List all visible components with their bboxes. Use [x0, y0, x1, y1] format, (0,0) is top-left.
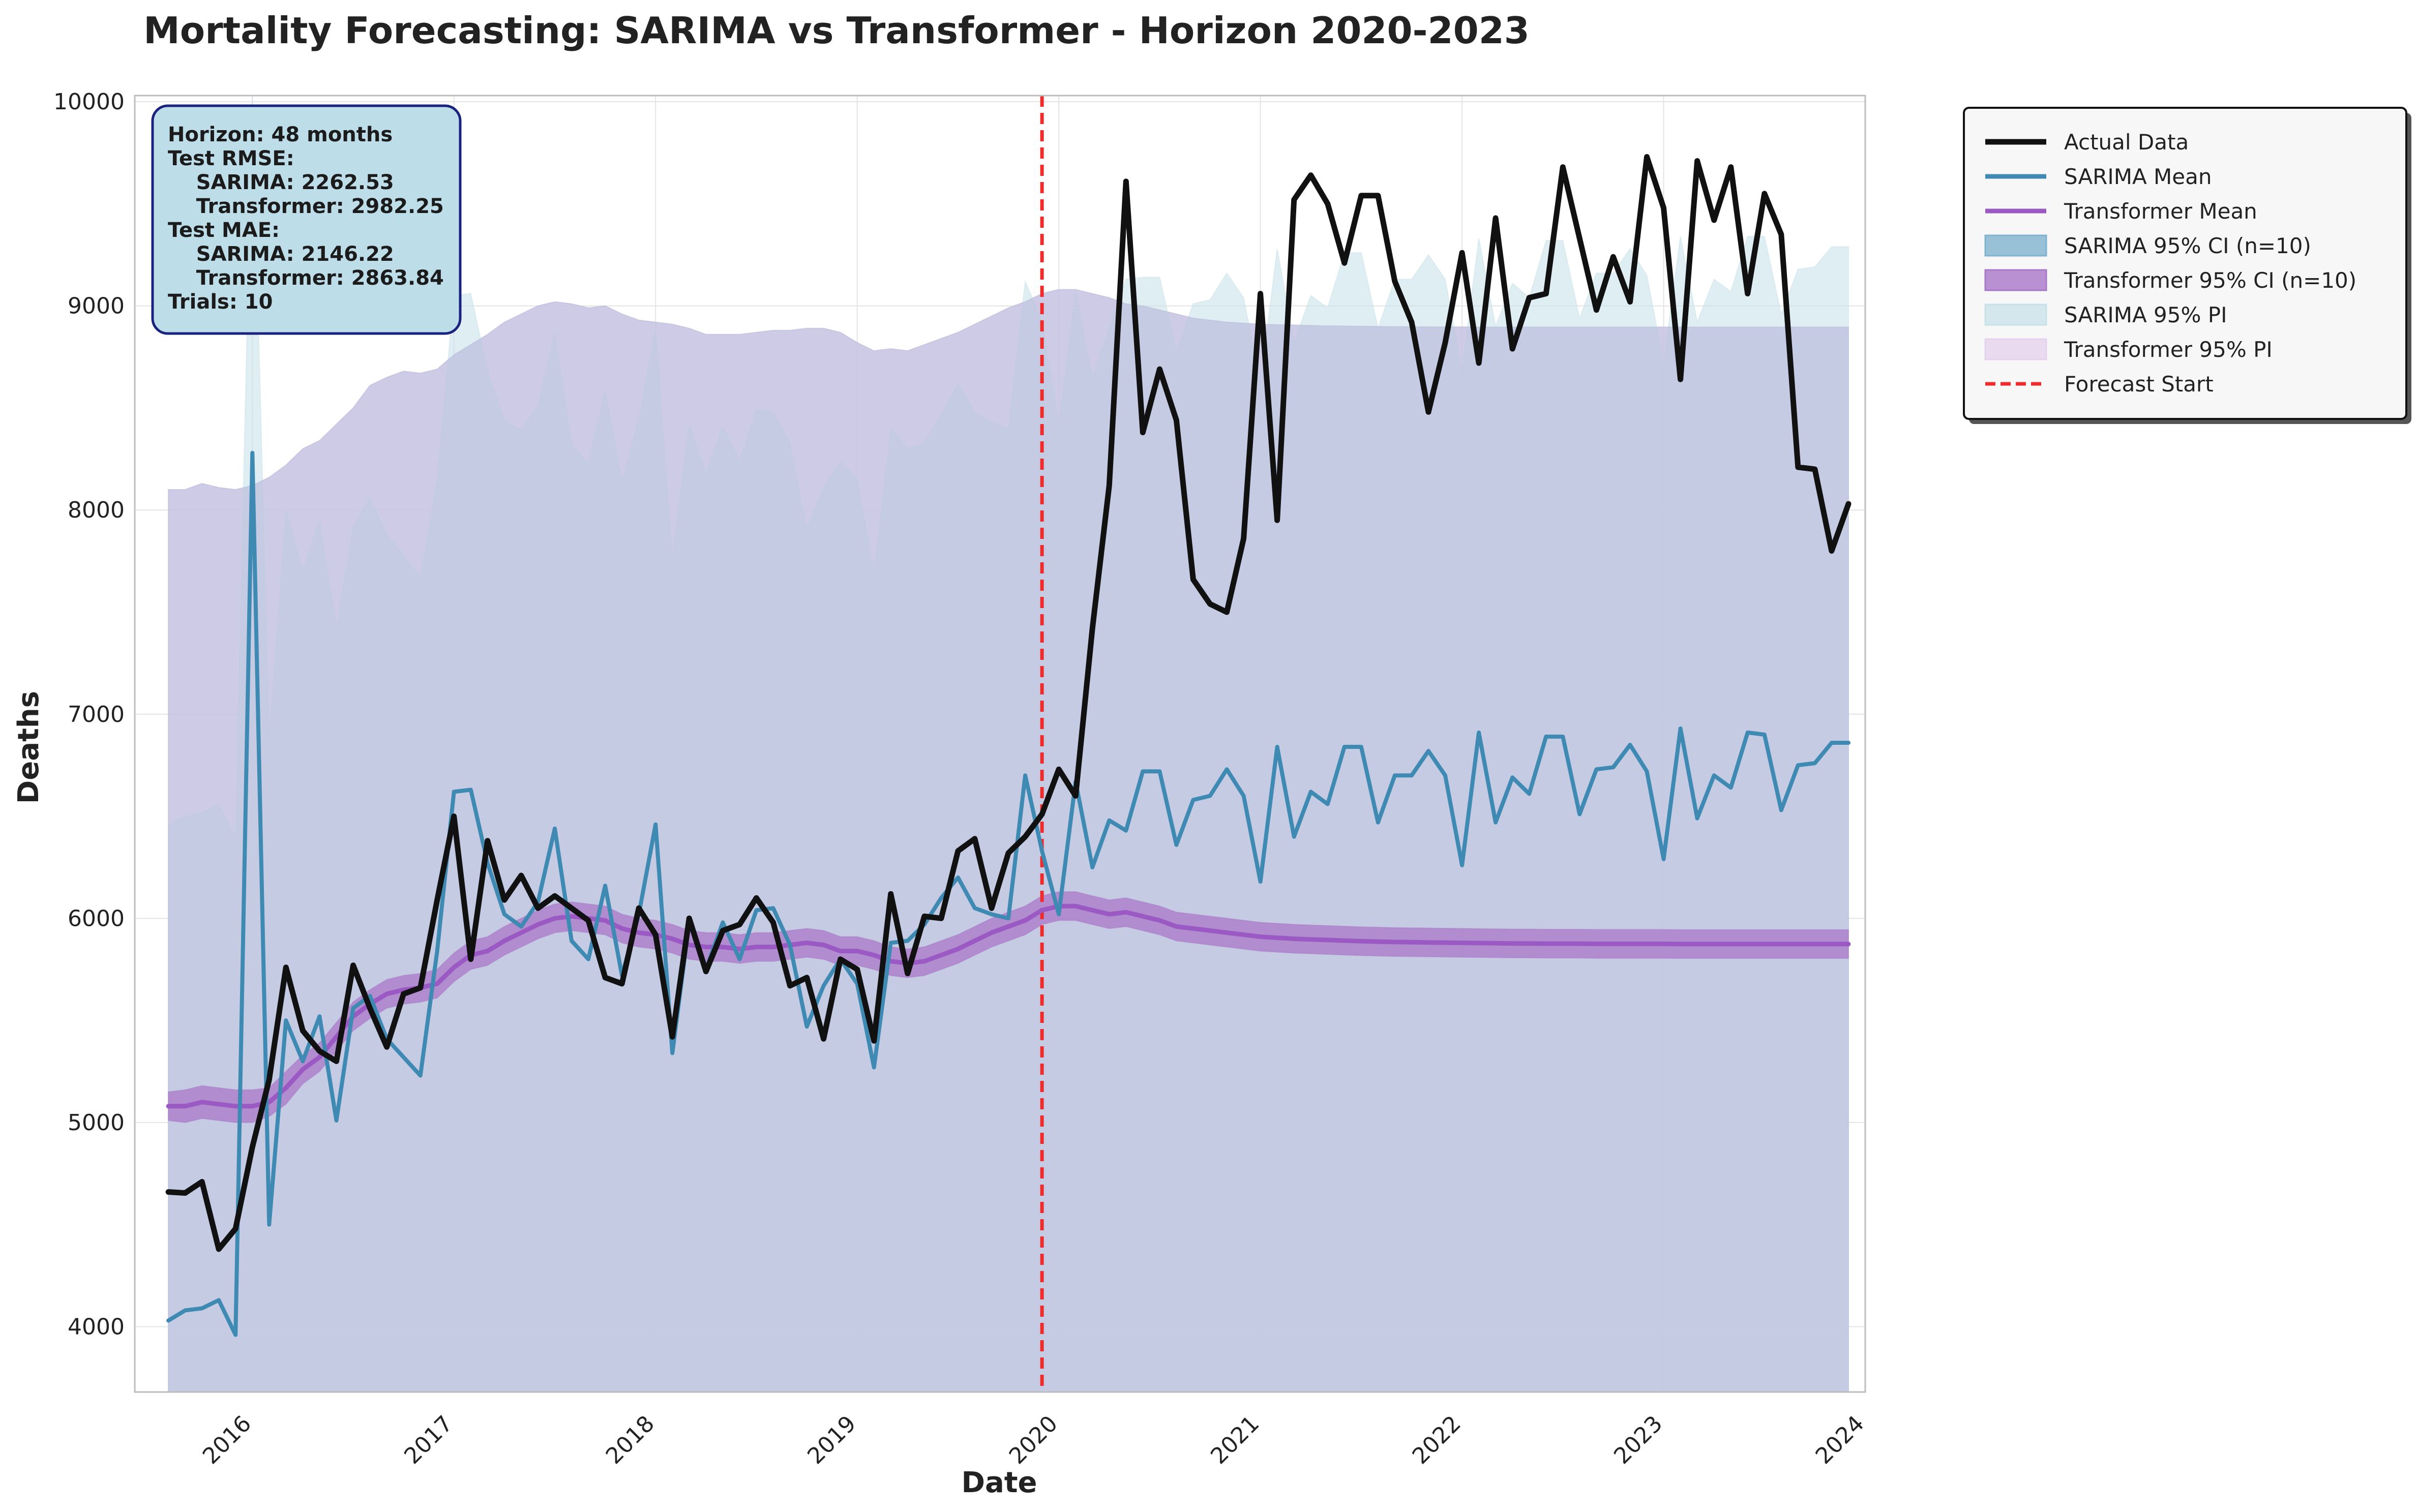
chart-legend: Actual Data SARIMA Mean Transformer Mean SA…: [1963, 107, 2411, 424]
legend-label-sarima-95-ci-n-10: SARIMA 95% CI (n=10): [2064, 233, 2311, 258]
legend-swatch-transformer-95-ci-n-10: [1984, 269, 2047, 291]
band-sarima-95-ci-n-10: [168, 289, 1849, 1393]
annotation-line: Horizon: 48 months: [168, 123, 393, 146]
chart-title: Mortality Forecasting: SARIMA vs Transfo…: [143, 9, 1530, 52]
y-tick-label: 9000: [68, 293, 125, 319]
legend-swatch-transformer-95-pi: [1984, 338, 2047, 360]
legend-label-actual-data: Actual Data: [2064, 130, 2189, 155]
legend-label-sarima-mean: SARIMA Mean: [2064, 164, 2212, 189]
y-tick-label: 5000: [68, 1110, 125, 1136]
x-axis-label: Date: [961, 1466, 1037, 1499]
annotation-line: SARIMA: 2146.22: [168, 243, 394, 266]
legend-swatch-sarima-95-pi: [1984, 304, 2047, 326]
annotation-box-bg: [151, 104, 462, 335]
band-transformer-95-ci-n-10: [168, 891, 1849, 1123]
series-line-transformer-mean: [166, 903, 1851, 1109]
annotation-line: Trials: 10: [168, 290, 273, 314]
legend-label-sarima-95-pi: SARIMA 95% PI: [2064, 303, 2227, 327]
legend-label-forecast-start: Forecast Start: [2064, 372, 2214, 397]
y-tick-label: 6000: [68, 905, 125, 931]
annotation-line: Transformer: 2982.25: [168, 195, 444, 218]
series-line-actual-data: [165, 154, 1852, 1252]
annotation-line: Transformer: 2863.84: [168, 266, 444, 290]
legend-box: [1963, 107, 2407, 420]
y-axis-label: Deaths: [12, 691, 45, 804]
y-tick-label: 10000: [53, 89, 125, 115]
y-tick-label: 8000: [68, 497, 125, 523]
legend-label-transformer-95-pi: Transformer 95% PI: [2064, 337, 2273, 362]
legend-swatch-sarima-95-ci-n-10: [1984, 234, 2047, 257]
y-tick-label: 7000: [68, 702, 125, 728]
annotation-line: Test MAE:: [168, 219, 280, 242]
plot-frame: [134, 95, 1866, 1393]
annotation-line: SARIMA: 2262.53: [168, 171, 394, 194]
legend-label-transformer-mean: Transformer Mean: [2064, 199, 2257, 224]
y-tick-label: 4000: [68, 1314, 125, 1340]
legend-label-transformer-95-ci-n-10: Transformer 95% CI (n=10): [2064, 268, 2356, 293]
annotation-line: Test RMSE:: [168, 147, 294, 170]
